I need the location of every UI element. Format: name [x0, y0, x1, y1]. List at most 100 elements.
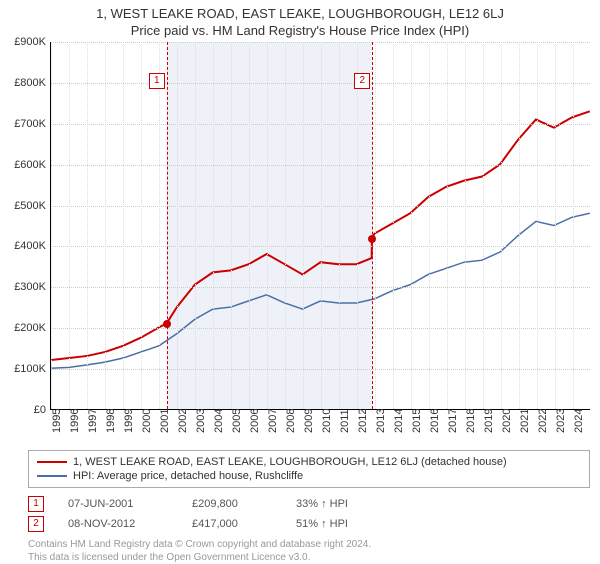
- x-axis-label: 2013: [375, 409, 387, 433]
- legend-swatch: [37, 461, 67, 463]
- footer-line-1: Contains HM Land Registry data © Crown c…: [28, 538, 590, 551]
- x-axis-label: 2016: [429, 409, 441, 433]
- x-gridline: [375, 42, 376, 409]
- x-gridline: [105, 42, 106, 409]
- chart-container: 1, WEST LEAKE ROAD, EAST LEAKE, LOUGHBOR…: [0, 0, 600, 564]
- sale-marker-box: 1: [149, 73, 165, 89]
- x-gridline: [411, 42, 412, 409]
- x-gridline: [537, 42, 538, 409]
- legend: 1, WEST LEAKE ROAD, EAST LEAKE, LOUGHBOR…: [28, 450, 590, 488]
- sales-table: 1 07-JUN-2001 £209,800 33% ↑ HPI 2 08-NOV-201…: [28, 494, 590, 534]
- x-gridline: [357, 42, 358, 409]
- y-axis-label: £900K: [1, 36, 46, 48]
- legend-label: 1, WEST LEAKE ROAD, EAST LEAKE, LOUGHBOR…: [73, 456, 507, 468]
- footer-line-2: This data is licensed under the Open Gov…: [28, 551, 590, 564]
- x-gridline: [321, 42, 322, 409]
- x-axis-label: 2000: [141, 409, 153, 433]
- x-axis-label: 2005: [231, 409, 243, 433]
- x-gridline: [213, 42, 214, 409]
- x-axis-label: 2015: [411, 409, 423, 433]
- x-axis-label: 2022: [537, 409, 549, 433]
- x-axis-label: 1996: [69, 409, 81, 433]
- x-gridline: [123, 42, 124, 409]
- x-gridline: [519, 42, 520, 409]
- x-gridline: [69, 42, 70, 409]
- sale-row: 1 07-JUN-2001 £209,800 33% ↑ HPI: [28, 494, 590, 514]
- x-axis-label: 2020: [501, 409, 513, 433]
- y-axis-label: £800K: [1, 77, 46, 89]
- x-gridline: [339, 42, 340, 409]
- sale-price: £417,000: [192, 518, 272, 530]
- x-axis-label: 2001: [159, 409, 171, 433]
- x-axis-label: 2008: [285, 409, 297, 433]
- sale-number-box: 1: [28, 496, 44, 512]
- x-axis-label: 2002: [177, 409, 189, 433]
- x-gridline: [267, 42, 268, 409]
- y-axis-label: £400K: [1, 240, 46, 252]
- x-gridline: [285, 42, 286, 409]
- x-gridline: [447, 42, 448, 409]
- x-axis-label: 1998: [105, 409, 117, 433]
- x-axis-label: 2012: [357, 409, 369, 433]
- x-gridline: [483, 42, 484, 409]
- x-axis-label: 2018: [465, 409, 477, 433]
- x-gridline: [465, 42, 466, 409]
- x-gridline: [195, 42, 196, 409]
- x-axis-label: 1999: [123, 409, 135, 433]
- x-gridline: [303, 42, 304, 409]
- x-axis-label: 1997: [87, 409, 99, 433]
- x-gridline: [177, 42, 178, 409]
- sale-pct-vs-hpi: 33% ↑ HPI: [296, 498, 386, 510]
- sale-date: 08-NOV-2012: [68, 518, 168, 530]
- sale-marker-box: 2: [354, 73, 370, 89]
- x-axis-label: 2009: [303, 409, 315, 433]
- sale-price: £209,800: [192, 498, 272, 510]
- x-gridline: [429, 42, 430, 409]
- x-gridline: [249, 42, 250, 409]
- x-axis-label: 2019: [483, 409, 495, 433]
- sale-number-box: 2: [28, 516, 44, 532]
- x-axis-label: 2014: [393, 409, 405, 433]
- x-axis-label: 1995: [51, 409, 63, 433]
- legend-row: HPI: Average price, detached house, Rush…: [37, 469, 581, 483]
- y-axis-label: £300K: [1, 281, 46, 293]
- sale-pct-vs-hpi: 51% ↑ HPI: [296, 518, 386, 530]
- x-axis-label: 2024: [573, 409, 585, 433]
- x-axis-label: 2004: [213, 409, 225, 433]
- title-main: 1, WEST LEAKE ROAD, EAST LEAKE, LOUGHBOR…: [0, 6, 600, 21]
- x-gridline: [231, 42, 232, 409]
- legend-row: 1, WEST LEAKE ROAD, EAST LEAKE, LOUGHBOR…: [37, 455, 581, 469]
- x-axis-label: 2017: [447, 409, 459, 433]
- y-axis-label: £500K: [1, 200, 46, 212]
- y-axis-label: £0: [1, 404, 46, 416]
- x-gridline: [555, 42, 556, 409]
- title-sub: Price paid vs. HM Land Registry's House …: [0, 23, 600, 38]
- sale-marker-dot: [163, 320, 171, 328]
- y-axis-label: £600K: [1, 159, 46, 171]
- x-gridline: [51, 42, 52, 409]
- x-axis-label: 2023: [555, 409, 567, 433]
- x-gridline: [141, 42, 142, 409]
- y-axis-label: £200K: [1, 322, 46, 334]
- x-gridline: [393, 42, 394, 409]
- x-gridline: [573, 42, 574, 409]
- y-axis-label: £100K: [1, 363, 46, 375]
- sale-marker-dot: [368, 235, 376, 243]
- x-axis-label: 2003: [195, 409, 207, 433]
- x-gridline: [501, 42, 502, 409]
- x-gridline: [159, 42, 160, 409]
- x-axis-label: 2011: [339, 409, 351, 433]
- sale-marker-line: [167, 42, 168, 409]
- x-axis-label: 2021: [519, 409, 531, 433]
- sale-date: 07-JUN-2001: [68, 498, 168, 510]
- legend-label: HPI: Average price, detached house, Rush…: [73, 470, 303, 482]
- legend-swatch: [37, 475, 67, 477]
- chart-titles: 1, WEST LEAKE ROAD, EAST LEAKE, LOUGHBOR…: [0, 0, 600, 38]
- sale-marker-line: [372, 42, 373, 409]
- x-gridline: [87, 42, 88, 409]
- y-axis-label: £700K: [1, 118, 46, 130]
- footer: Contains HM Land Registry data © Crown c…: [28, 538, 590, 564]
- x-axis-label: 2007: [267, 409, 279, 433]
- sale-row: 2 08-NOV-2012 £417,000 51% ↑ HPI: [28, 514, 590, 534]
- x-axis-label: 2006: [249, 409, 261, 433]
